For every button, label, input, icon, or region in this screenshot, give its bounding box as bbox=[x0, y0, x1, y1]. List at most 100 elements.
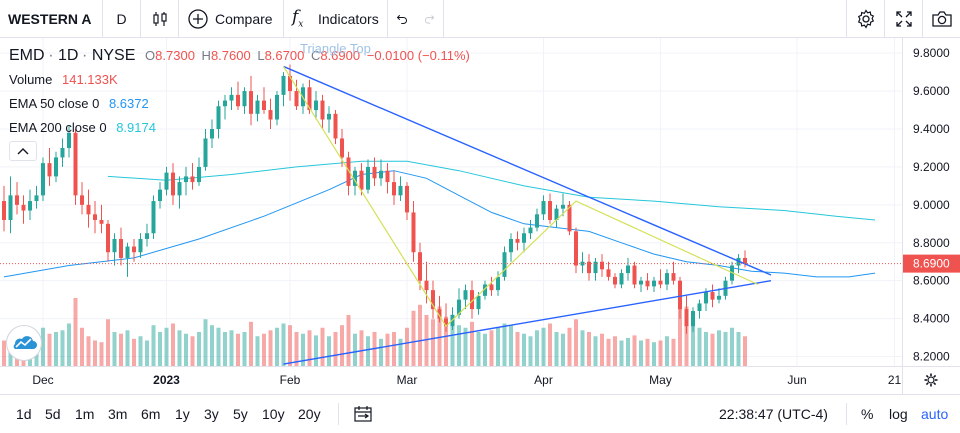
price-tick-label: 8.8000 bbox=[913, 236, 950, 250]
candle-body bbox=[476, 295, 481, 310]
candle-body bbox=[710, 292, 715, 300]
volume-bar bbox=[424, 315, 429, 366]
goto-date-button[interactable] bbox=[353, 405, 373, 426]
legend-high: 8.7600 bbox=[210, 48, 251, 63]
candle-body bbox=[15, 195, 19, 205]
calendar-range-icon bbox=[354, 406, 372, 422]
volume-bar bbox=[502, 323, 507, 366]
volume-bar bbox=[418, 304, 422, 366]
interval-button[interactable]: D bbox=[103, 0, 141, 38]
volume-bar bbox=[119, 333, 123, 366]
legend-ema200-label: EMA 200 close 0 bbox=[9, 120, 107, 135]
time-tick-label: May bbox=[649, 373, 672, 387]
candle-body bbox=[626, 265, 630, 274]
volume-bar bbox=[671, 338, 676, 366]
redo-button[interactable] bbox=[416, 0, 444, 38]
candle-body bbox=[431, 290, 435, 310]
candle-body bbox=[704, 292, 708, 304]
volume-bar bbox=[645, 338, 650, 366]
range-button-10y[interactable]: 10y bbox=[262, 406, 285, 422]
range-button-5y[interactable]: 5y bbox=[233, 406, 248, 422]
range-button-20y[interactable]: 20y bbox=[298, 406, 321, 422]
range-button-5d[interactable]: 5d bbox=[45, 406, 61, 422]
volume-bar bbox=[255, 336, 260, 366]
plus-circle-icon bbox=[188, 8, 208, 29]
indicators-label: Indicators bbox=[318, 10, 379, 27]
legend-ticker: EMD bbox=[9, 47, 45, 64]
snapshot-button[interactable] bbox=[922, 0, 960, 38]
range-button-6m[interactable]: 6m bbox=[141, 406, 161, 422]
legend-collapse-button[interactable] bbox=[9, 141, 37, 161]
volume-bar bbox=[67, 323, 71, 366]
candle-body bbox=[483, 284, 487, 296]
range-button-1y[interactable]: 1y bbox=[175, 406, 190, 422]
range-button-3y[interactable]: 3y bbox=[204, 406, 219, 422]
chart-type-button[interactable] bbox=[141, 0, 179, 38]
candle-body bbox=[177, 182, 182, 196]
volume-bar bbox=[60, 330, 65, 366]
price-tick-label: 9.4000 bbox=[913, 122, 950, 136]
volume-bar bbox=[626, 337, 630, 366]
legend-volume-value: 141.133K bbox=[62, 72, 118, 87]
candle-body bbox=[522, 233, 526, 243]
volume-bar bbox=[736, 332, 741, 366]
price-tick-label: 9.8000 bbox=[913, 46, 950, 60]
candle-body bbox=[262, 100, 266, 111]
candle-body bbox=[593, 261, 598, 274]
candle-body bbox=[639, 280, 643, 285]
percent-scale-toggle[interactable]: % bbox=[861, 406, 874, 422]
range-button-1m[interactable]: 1m bbox=[75, 406, 95, 422]
volume-bar bbox=[619, 340, 624, 366]
bottom-toolbar: 1d 5d 1m 3m 6m 1y 3y 5y 10y 20y 22:38:47 (UTC-4) … bbox=[0, 394, 960, 433]
log-scale-toggle[interactable]: log bbox=[889, 406, 908, 422]
auto-scale-toggle[interactable]: auto bbox=[921, 406, 949, 422]
volume-bar bbox=[294, 332, 299, 366]
legend-ema200-value: 8.9174 bbox=[116, 120, 156, 135]
volume-bar bbox=[333, 332, 338, 366]
volume-bar bbox=[450, 323, 455, 366]
volume-bar bbox=[496, 327, 500, 366]
fullscreen-icon bbox=[895, 11, 912, 27]
range-button-3m[interactable]: 3m bbox=[108, 406, 128, 422]
candle-body bbox=[496, 276, 500, 291]
volume-bar bbox=[606, 338, 611, 366]
candle-body bbox=[41, 163, 45, 196]
volume-bar bbox=[229, 330, 234, 366]
volume-bar bbox=[639, 340, 643, 366]
axis-settings-icon bbox=[924, 373, 938, 387]
undo-button[interactable] bbox=[388, 0, 416, 38]
candle-body bbox=[320, 100, 325, 120]
range-button-1d[interactable]: 1d bbox=[16, 406, 32, 422]
candle-body bbox=[658, 280, 663, 285]
fullscreen-button[interactable] bbox=[884, 0, 922, 38]
candle-body bbox=[138, 238, 143, 253]
price-chart[interactable]: 9.8000 9.6000 9.4000 9.2000 9.0000 8.8000 8.60… bbox=[0, 38, 960, 394]
candle-body bbox=[561, 204, 565, 209]
legend-ema200: EMA 200 close 0 8.9174 bbox=[9, 120, 156, 135]
time-tick-label: 21 bbox=[888, 373, 902, 387]
volume-bar bbox=[223, 332, 227, 366]
candle-body bbox=[489, 284, 494, 291]
volume-bar bbox=[658, 340, 663, 366]
candle-body bbox=[613, 276, 617, 285]
legend-interval: 1D bbox=[57, 47, 79, 64]
settings-button[interactable] bbox=[846, 0, 884, 38]
candle-body bbox=[346, 157, 351, 186]
candle-body bbox=[379, 170, 383, 179]
volume-bar bbox=[710, 333, 715, 366]
legend-ema50-label: EMA 50 close 0 bbox=[9, 96, 100, 111]
volume-bar bbox=[723, 332, 728, 366]
symbol-search-button[interactable]: WESTERN A bbox=[0, 0, 103, 38]
candle-body bbox=[385, 170, 390, 183]
compare-button[interactable]: Compare bbox=[179, 0, 284, 38]
indicators-button[interactable]: fx Indicators bbox=[284, 0, 388, 38]
volume-bar bbox=[320, 327, 325, 366]
candle-body bbox=[119, 238, 123, 258]
cloud-chart-icon bbox=[13, 336, 37, 349]
redo-icon bbox=[424, 14, 435, 24]
tradingview-logo[interactable] bbox=[6, 325, 42, 361]
clock-time: 22:38:47 (UTC-4) bbox=[719, 406, 828, 422]
time-tick-label: 2023 bbox=[153, 373, 180, 387]
candle-body bbox=[216, 106, 221, 130]
candle-body bbox=[151, 201, 156, 234]
